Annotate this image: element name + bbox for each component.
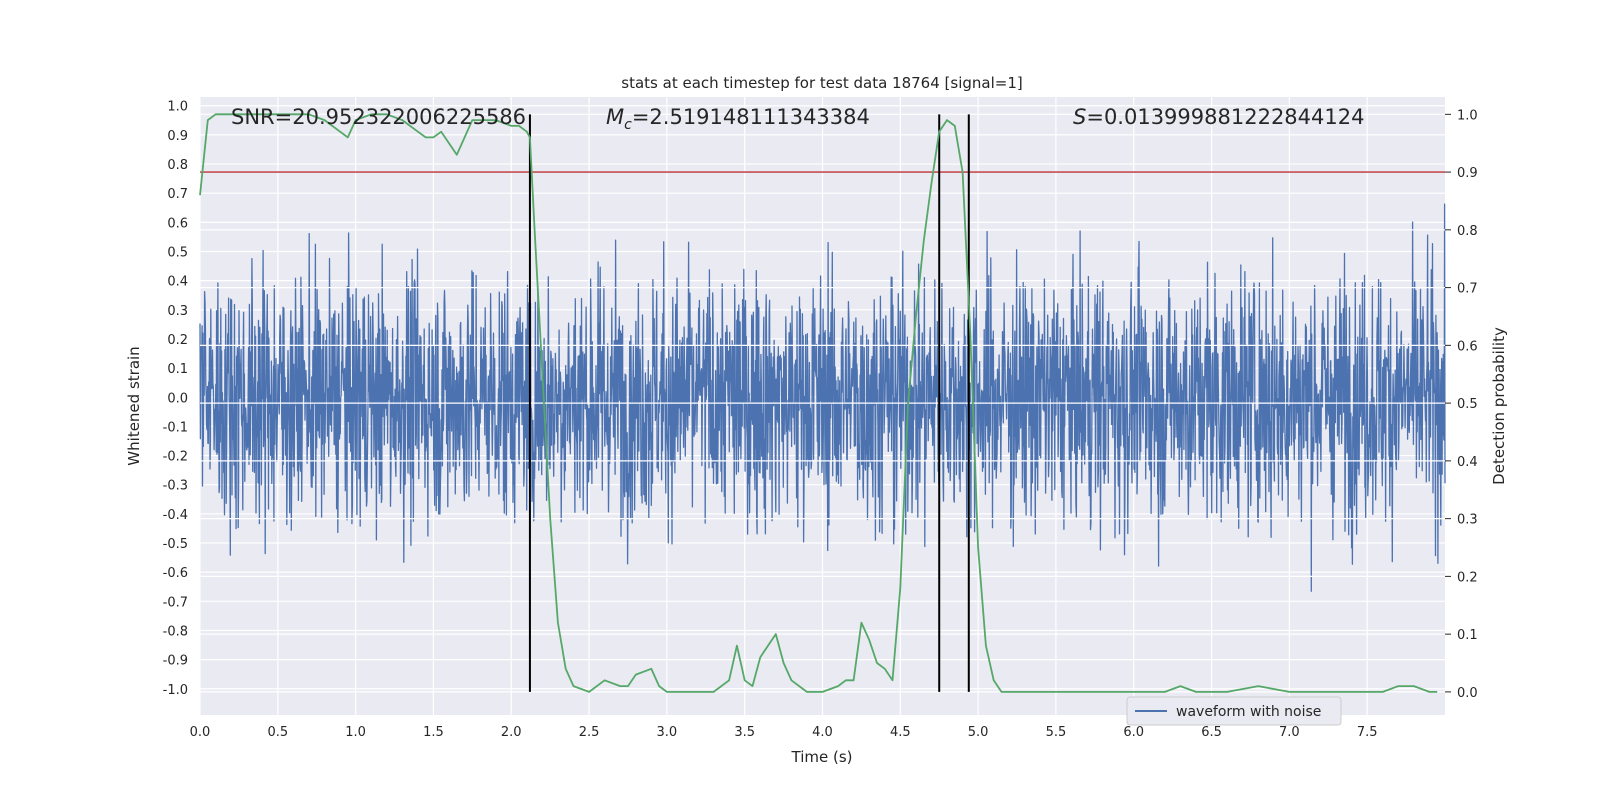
legend-label: waveform with noise bbox=[1176, 704, 1321, 720]
y-tick-label: 0.3 bbox=[167, 304, 188, 319]
y-tick-label: 0.4 bbox=[167, 275, 188, 290]
right-y-axis-label: Detection probability bbox=[1490, 327, 1508, 485]
right-y-tick-label: 0.6 bbox=[1457, 339, 1478, 354]
right-y-tick-label: 0.0 bbox=[1457, 686, 1478, 701]
y-tick-label: 0.9 bbox=[167, 129, 188, 144]
waveform-line bbox=[199, 203, 1446, 592]
y-tick-label: -0.1 bbox=[163, 420, 188, 435]
waveform-series bbox=[199, 203, 1446, 592]
y-tick-label: -0.2 bbox=[163, 450, 188, 465]
right-y-tick-label: 0.7 bbox=[1457, 282, 1478, 297]
probability-line bbox=[199, 113, 1438, 693]
vertical-markers bbox=[528, 114, 970, 692]
y-tick-label: -0.5 bbox=[163, 537, 188, 552]
legend: waveform with noise bbox=[1126, 696, 1342, 726]
x-tick-label: 5.5 bbox=[1046, 725, 1067, 740]
mc-symbol: M bbox=[606, 105, 624, 129]
right-y-tick-label: 0.9 bbox=[1457, 166, 1478, 181]
y-tick-label: -0.7 bbox=[163, 595, 188, 610]
x-tick-label: 4.5 bbox=[890, 725, 911, 740]
x-axis-label: Time (s) bbox=[791, 748, 853, 766]
y-tick-label: -0.3 bbox=[163, 479, 188, 494]
legend-box bbox=[1126, 696, 1342, 726]
y-tick-label: 0.5 bbox=[167, 246, 188, 261]
right-y-tick-label: 0.1 bbox=[1457, 628, 1478, 643]
y-tick-label: -0.4 bbox=[163, 508, 188, 523]
x-tick-label: 3.0 bbox=[657, 725, 678, 740]
y-tick-label: 0.1 bbox=[167, 362, 188, 377]
chart-title: stats at each timestep for test data 187… bbox=[621, 74, 1022, 92]
chirp-mass-annotation: Mc=2.519148111343384 bbox=[606, 105, 870, 133]
snr-annotation: SNR=20.952322006225586 bbox=[231, 105, 526, 129]
y-tick-label: 0.6 bbox=[167, 216, 188, 231]
x-tick-label: 3.5 bbox=[734, 725, 755, 740]
y-tick-label: -0.6 bbox=[163, 566, 188, 581]
x-tick-label: 2.5 bbox=[579, 725, 600, 740]
x-tick-label: 7.0 bbox=[1279, 725, 1300, 740]
s-annotation: S=0.013999881222844124 bbox=[1073, 105, 1364, 129]
y-tick-label: 1.0 bbox=[167, 100, 188, 115]
x-tick-label: 1.5 bbox=[423, 725, 444, 740]
y-tick-label: -0.9 bbox=[163, 654, 188, 669]
mc-subscript: c bbox=[624, 117, 632, 133]
y-axis-label: Whitened strain bbox=[125, 346, 143, 465]
y-tick-label: -0.8 bbox=[163, 624, 188, 639]
x-tick-label: 5.0 bbox=[968, 725, 989, 740]
probability-series bbox=[199, 113, 1438, 693]
mc-value: =2.519148111343384 bbox=[632, 105, 870, 129]
y-tick-label: 0.7 bbox=[167, 187, 188, 202]
right-y-tick-label: 1.0 bbox=[1457, 108, 1478, 123]
right-y-tick-label: 0.4 bbox=[1457, 455, 1478, 470]
x-tick-label: 2.0 bbox=[501, 725, 522, 740]
right-y-tick-labels: 1.0 0.9 0.8 0.7 0.6 0.5 0.4 0.3 0.2 0.1 0.0 bbox=[1445, 108, 1478, 701]
right-y-tick-label: 0.5 bbox=[1457, 397, 1478, 412]
y-tick-label: 0.0 bbox=[167, 391, 188, 406]
x-tick-labels: 0.0 0.5 1.0 1.5 2.0 2.5 3.0 3.5 4.0 4.5 5.0 5.5 6.0 6… bbox=[190, 725, 1378, 740]
right-y-tick-label: 0.8 bbox=[1457, 224, 1478, 239]
y-tick-labels: 1.0 0.9 0.8 0.7 0.6 0.5 0.4 0.3 0.2 0.1 0.0 -0.1 -0.… bbox=[163, 100, 188, 698]
y-tick-label: 0.2 bbox=[167, 333, 188, 348]
right-y-gridlines bbox=[200, 113, 1445, 693]
s-symbol: S bbox=[1073, 105, 1086, 129]
x-tick-label: 1.0 bbox=[345, 725, 366, 740]
y-tick-label: 0.8 bbox=[167, 158, 188, 173]
right-y-tick-label: 0.3 bbox=[1457, 513, 1478, 528]
x-tick-label: 0.5 bbox=[267, 725, 288, 740]
x-tick-label: 7.5 bbox=[1357, 725, 1378, 740]
x-tick-label: 0.0 bbox=[190, 725, 211, 740]
x-tick-label: 6.0 bbox=[1123, 725, 1144, 740]
y-tick-label: -1.0 bbox=[163, 683, 188, 698]
x-tick-label: 6.5 bbox=[1201, 725, 1222, 740]
x-tick-label: 4.0 bbox=[812, 725, 833, 740]
s-value: =0.013999881222844124 bbox=[1086, 105, 1364, 129]
right-y-tick-label: 0.2 bbox=[1457, 570, 1478, 585]
